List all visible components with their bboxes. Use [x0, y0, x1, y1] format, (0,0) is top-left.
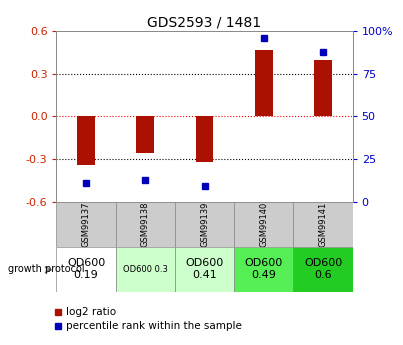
Text: GSM99137: GSM99137: [81, 201, 91, 247]
Bar: [255, 50, 273, 117]
Bar: [234, 202, 293, 247]
Bar: [234, 247, 293, 292]
Bar: [175, 247, 234, 292]
Bar: [77, 117, 95, 165]
Text: percentile rank within the sample: percentile rank within the sample: [66, 321, 242, 331]
Text: GSM99138: GSM99138: [141, 201, 150, 247]
Bar: [293, 247, 353, 292]
Text: GSM99140: GSM99140: [259, 201, 268, 247]
Bar: [116, 202, 175, 247]
Bar: [116, 247, 175, 292]
Text: OD600
0.49: OD600 0.49: [245, 258, 283, 280]
Text: OD600
0.41: OD600 0.41: [185, 258, 224, 280]
Bar: [136, 117, 154, 154]
Text: GSM99141: GSM99141: [318, 201, 328, 247]
Bar: [56, 247, 116, 292]
Bar: [293, 202, 353, 247]
Text: growth protocol: growth protocol: [8, 264, 85, 274]
Text: OD600 0.3: OD600 0.3: [123, 265, 168, 274]
Text: OD600
0.19: OD600 0.19: [67, 258, 105, 280]
Bar: [314, 59, 332, 117]
Text: GSM99139: GSM99139: [200, 201, 209, 247]
Text: OD600
0.6: OD600 0.6: [304, 258, 342, 280]
Bar: [175, 202, 234, 247]
Text: log2 ratio: log2 ratio: [66, 307, 116, 317]
Bar: [56, 202, 116, 247]
Bar: [195, 117, 214, 162]
Title: GDS2593 / 1481: GDS2593 / 1481: [147, 16, 262, 30]
